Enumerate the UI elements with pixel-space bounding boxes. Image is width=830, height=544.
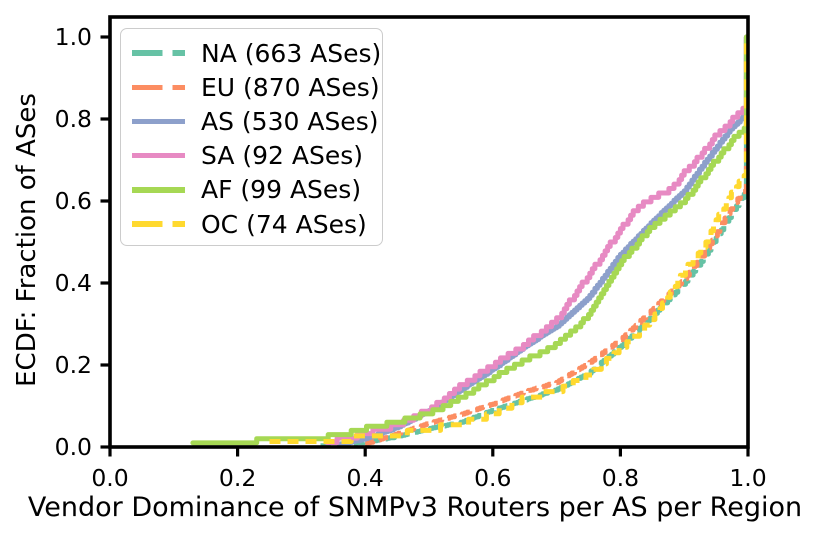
x-tick-label: 0.8 <box>601 464 640 492</box>
legend-item-as: AS (530 ASes) <box>132 104 378 138</box>
legend-line-sample-as <box>132 118 185 125</box>
ecdf-line-na <box>320 37 748 449</box>
y-tick-label: 1.0 <box>54 23 92 51</box>
legend: NA (663 ASes) EU (870 ASes) AS (530 ASes… <box>120 28 383 246</box>
legend-label-as: AS (530 ASes) <box>201 106 379 136</box>
x-tick-label: 0.2 <box>218 464 257 492</box>
legend-label-sa: SA (92 ASes) <box>201 141 364 171</box>
ecdf-line-as <box>337 34 748 448</box>
y-tick-label: 0.6 <box>54 187 92 215</box>
ecdf-line-af <box>190 34 748 446</box>
legend-item-oc: OC (74 ASes) <box>132 207 372 241</box>
ecdf-line-eu <box>365 37 748 447</box>
axes-frame <box>108 15 750 449</box>
y-tick-label: 0.2 <box>54 351 92 379</box>
legend-item-sa: SA (92 ASes) <box>132 139 372 173</box>
legend-line-sample-af <box>132 187 185 193</box>
ecdf-line-oc <box>269 37 748 444</box>
x-tick-label: 0.6 <box>474 464 512 492</box>
legend-label-af: AF (99 ASes) <box>201 175 362 205</box>
legend-label-oc: OC (74 ASes) <box>201 209 367 239</box>
ecdf-line-sa <box>324 34 748 445</box>
y-tick-label: 0.4 <box>54 269 92 297</box>
legend-item-af: AF (99 ASes) <box>132 173 372 207</box>
legend-label-na: NA (663 ASes) <box>201 38 382 68</box>
y-tick-label: 0.8 <box>54 105 92 133</box>
legend-line-sample-oc <box>132 221 185 227</box>
legend-label-eu: EU (870 ASes) <box>201 72 380 102</box>
x-tick-label: 0.0 <box>91 464 129 492</box>
legend-item-na: NA (663 ASes) <box>132 36 381 70</box>
legend-line-sample-eu <box>132 84 185 91</box>
x-tick-label: 1.0 <box>729 464 767 492</box>
legend-line-sample-na <box>132 50 185 56</box>
x-tick-label: 0.4 <box>346 464 384 492</box>
x-axis-label: Vendor Dominance of SNMPv3 Routers per A… <box>27 492 803 523</box>
legend-line-sample-sa <box>132 152 185 159</box>
legend-item-eu: EU (870 ASes) <box>132 70 380 104</box>
y-tick-label: 0.0 <box>54 433 92 461</box>
